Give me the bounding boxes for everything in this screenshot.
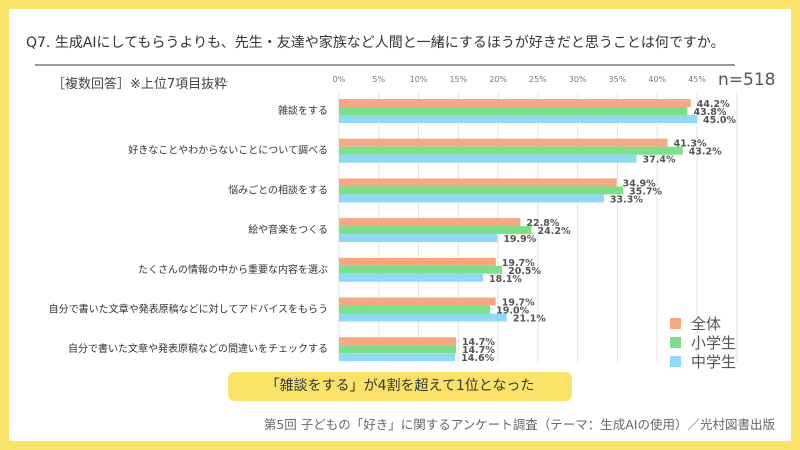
bar: [339, 226, 532, 235]
x-tick-label: 25%: [529, 75, 547, 84]
bar: [339, 305, 491, 314]
category-label: 自分で書いた文章や発表原稿などに対してアドバイスをもらう: [49, 303, 328, 316]
callout-box: 「雑談をする」が4割を超えて1位となった: [228, 372, 572, 401]
bar: [339, 218, 521, 227]
data-label: 43.8%: [693, 107, 726, 118]
bar: [339, 178, 617, 187]
data-label: 19.7%: [502, 258, 535, 269]
bar: [339, 138, 668, 147]
legend-label: 中学生: [691, 353, 737, 371]
legend-label: 小学生: [691, 334, 737, 352]
bar: [339, 265, 503, 274]
legend-item-all: 全体: [670, 313, 721, 334]
category-label: 絵や音楽をつくる: [248, 223, 328, 236]
bar: [339, 194, 604, 203]
subtitle: ［複数回答］※上位7項目抜粋: [52, 77, 228, 92]
data-label: 37.4%: [643, 155, 676, 166]
bar: [339, 186, 624, 195]
bar: [339, 273, 483, 282]
bar: [339, 313, 507, 322]
legend-item-elementary: 小学生: [670, 332, 736, 353]
bar: [339, 345, 456, 354]
bar: [339, 146, 683, 155]
legend-swatch: [670, 318, 681, 329]
data-label: 22.8%: [526, 218, 559, 229]
footer-source: 第5回 子どもの「好き」に関するアンケート調査（テーマ：生成AIの使用）／光村図…: [263, 417, 775, 432]
category-label: 自分で書いた文章や発表原稿などの間違いをチェックする: [68, 342, 328, 355]
bar: [339, 107, 688, 115]
bar: [339, 234, 498, 243]
data-label: 21.1%: [513, 314, 546, 325]
data-label: 24.2%: [538, 226, 571, 237]
data-label: 14.6%: [461, 353, 494, 364]
data-label: 19.9%: [503, 234, 536, 245]
data-label: 44.2%: [697, 99, 730, 110]
bar: [339, 353, 456, 362]
bar: [339, 154, 637, 163]
x-tick-label: 15%: [449, 75, 467, 84]
data-label: 14.7%: [462, 337, 495, 348]
data-label: 43.2%: [689, 147, 722, 158]
data-label: 14.7%: [462, 345, 495, 356]
sample-size: n=518: [718, 70, 776, 90]
x-tick-label: 20%: [489, 75, 507, 84]
bar: [339, 99, 691, 107]
x-tick-label: 40%: [648, 75, 666, 84]
bar: [339, 115, 697, 123]
x-tick-label: 35%: [609, 75, 627, 84]
legend-swatch: [670, 337, 681, 348]
data-label: 18.1%: [489, 274, 522, 285]
bar: [339, 257, 496, 266]
data-label: 45.0%: [703, 115, 736, 126]
category-label: 雑談をする: [278, 104, 328, 117]
data-label: 34.9%: [623, 178, 656, 189]
legend-label: 全体: [691, 315, 722, 333]
category-label: たくさんの情報の中から重要な内容を選ぶ: [138, 263, 328, 276]
data-label: 33.3%: [610, 194, 643, 205]
legend-swatch: [670, 356, 681, 367]
data-label: 20.5%: [508, 266, 541, 277]
data-label: 19.0%: [496, 306, 529, 317]
x-tick-label: 30%: [569, 75, 587, 84]
title-divider: [35, 64, 735, 66]
category-label: 悩みごとの相談をする: [228, 183, 328, 196]
question-title: Q7. 生成AIにしてもらうよりも、先生・友達や家族など人間と一緒にするほうが好…: [26, 35, 725, 51]
data-label: 41.3%: [674, 139, 707, 150]
bar: [339, 297, 496, 306]
category-label: 好きなことやわからないことについて調べる: [128, 144, 328, 157]
data-label: 19.7%: [502, 298, 535, 309]
data-label: 35.7%: [629, 186, 662, 197]
legend-item-junior-high: 中学生: [670, 351, 736, 372]
x-tick-label: 45%: [688, 75, 706, 84]
x-tick-label: 10%: [410, 75, 428, 84]
x-tick-label: 0%: [333, 75, 346, 84]
x-tick-label: 5%: [372, 75, 385, 84]
bar: [339, 337, 456, 346]
